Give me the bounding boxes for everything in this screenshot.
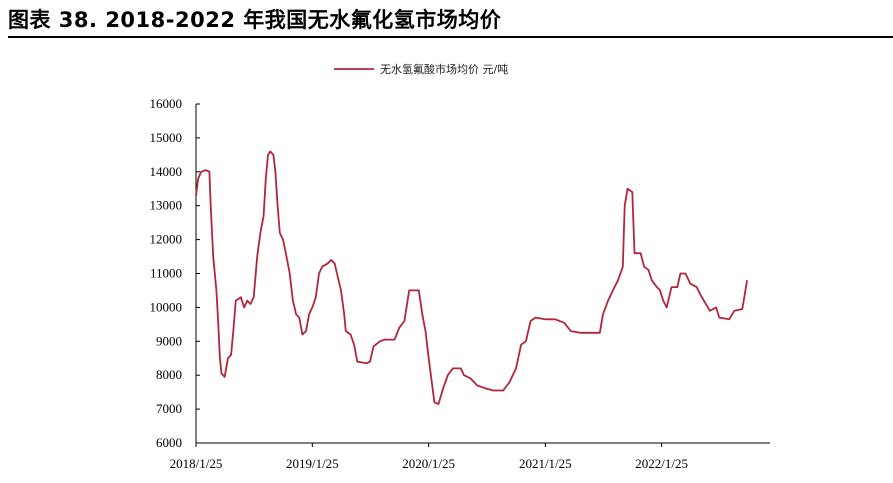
x-tick-label: 2018/1/25 (170, 456, 223, 471)
x-tick-label: 2019/1/25 (286, 456, 339, 471)
title-rule (8, 36, 893, 38)
y-tick-label: 7000 (156, 401, 182, 416)
y-tick-label: 16000 (150, 96, 183, 111)
x-tick-label: 2020/1/25 (402, 456, 455, 471)
series-line (195, 150, 748, 405)
x-tick-label: 2022/1/25 (635, 456, 688, 471)
y-tick-label: 8000 (156, 367, 182, 382)
x-axis-ticks: 2018/1/25 2019/1/25 2020/1/25 2021/1/25 2022… (170, 443, 688, 471)
y-tick-label: 15000 (150, 130, 183, 145)
y-tick-label: 12000 (150, 232, 183, 247)
y-tick-label: 11000 (150, 266, 182, 281)
y-tick-label: 9000 (156, 333, 182, 348)
chart-legend: 无水氢氟酸市场均价 元/吨 (334, 62, 508, 76)
figure-title: 图表 38. 2018-2022 年我国无水氟化氢市场均价 (8, 8, 502, 32)
y-tick-label: 10000 (150, 299, 183, 314)
y-tick-label: 13000 (150, 198, 183, 213)
series-group (195, 150, 748, 405)
y-tick-label: 14000 (150, 164, 183, 179)
legend-label: 无水氢氟酸市场均价 元/吨 (380, 62, 508, 76)
y-axis-ticks: 6000 7000 8000 9000 10000 11000 12000 13000 1400… (150, 96, 200, 450)
y-tick-label: 6000 (156, 435, 182, 450)
x-tick-label: 2021/1/25 (519, 456, 572, 471)
